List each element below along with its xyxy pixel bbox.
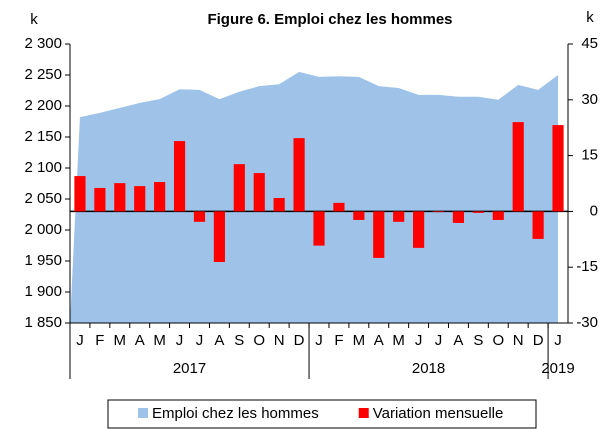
x-tick-label: S — [473, 332, 483, 349]
legend-label: Emploi chez les hommes — [152, 405, 319, 422]
y2-unit: k — [586, 9, 594, 26]
bar — [472, 211, 484, 213]
legend-box — [107, 399, 537, 429]
bar — [313, 211, 325, 246]
x-tick-label: J — [176, 332, 184, 349]
x-tick-label: O — [253, 332, 265, 349]
y-tick-label: 2 100 — [24, 159, 62, 176]
bar — [193, 211, 206, 222]
bar — [293, 138, 305, 212]
y-unit: k — [30, 11, 38, 28]
bar — [532, 211, 544, 239]
x-tick-label: A — [135, 332, 145, 349]
bar — [94, 187, 106, 212]
bar — [373, 211, 385, 258]
y2-tick-label: 30 — [581, 91, 598, 108]
x-tick-label: M — [353, 332, 366, 349]
x-tick-label: J — [415, 332, 423, 349]
bar — [154, 182, 166, 212]
x-tick-label: N — [274, 332, 285, 349]
x-tick-label: D — [533, 332, 544, 349]
x-tick-label: O — [492, 332, 504, 349]
x-tick-label: J — [76, 332, 84, 349]
y-tick-label: 1 850 — [24, 314, 62, 331]
bar — [213, 211, 225, 262]
bar — [273, 198, 285, 212]
bar — [253, 173, 265, 212]
x-tick-label: A — [214, 332, 224, 349]
bar — [333, 202, 345, 212]
x-tick-label: D — [294, 332, 305, 349]
y2-tick-label: -30 — [576, 314, 598, 331]
y2-tick-label: 45 — [581, 35, 598, 52]
y-tick-label: 2 000 — [24, 221, 62, 238]
y-tick-label: 1 900 — [24, 283, 62, 300]
x-tick-label: F — [334, 332, 343, 349]
y2-tick-label: 15 — [581, 147, 598, 164]
bar — [173, 141, 186, 212]
y-tick-label: 2 200 — [24, 97, 62, 114]
x-tick-label: J — [315, 332, 323, 349]
bar — [134, 186, 146, 212]
bar — [74, 176, 86, 212]
y-tick-label: 1 950 — [24, 252, 62, 269]
group-label: 2017 — [173, 360, 206, 377]
legend-swatch — [358, 408, 369, 418]
group-label: 2019 — [541, 360, 574, 377]
y-tick-label: 2 150 — [24, 128, 62, 145]
y-tick-label: 2 300 — [24, 35, 62, 52]
bar — [552, 125, 564, 212]
bar — [452, 211, 465, 223]
bar — [492, 211, 504, 220]
bar — [512, 122, 524, 212]
x-tick-label: N — [513, 332, 524, 349]
x-tick-label: A — [374, 332, 384, 349]
x-tick-label: M — [153, 332, 166, 349]
x-tick-label: A — [453, 332, 463, 349]
x-tick-label: F — [95, 332, 104, 349]
y-tick-label: 2 250 — [24, 66, 62, 83]
x-tick-label: M — [114, 332, 127, 349]
y2-tick-label: -15 — [576, 258, 598, 275]
x-tick-label: M — [392, 332, 405, 349]
x-tick-label: J — [196, 332, 204, 349]
bar — [353, 211, 365, 220]
bar — [233, 164, 245, 212]
x-tick-label: S — [234, 332, 244, 349]
y-tick-label: 2 050 — [24, 190, 62, 207]
x-tick-label: J — [435, 332, 443, 349]
x-tick-label: J — [554, 332, 562, 349]
chart-title: Figure 6. Emploi chez les hommes — [207, 11, 452, 28]
bar — [393, 211, 405, 222]
y2-tick-label: 0 — [590, 202, 598, 219]
legend-swatch — [138, 408, 148, 418]
legend-label: Variation mensuelle — [373, 405, 504, 422]
bar — [114, 183, 126, 212]
bar — [432, 211, 445, 213]
area — [70, 71, 559, 324]
group-label: 2018 — [412, 360, 445, 377]
bar — [413, 211, 425, 248]
